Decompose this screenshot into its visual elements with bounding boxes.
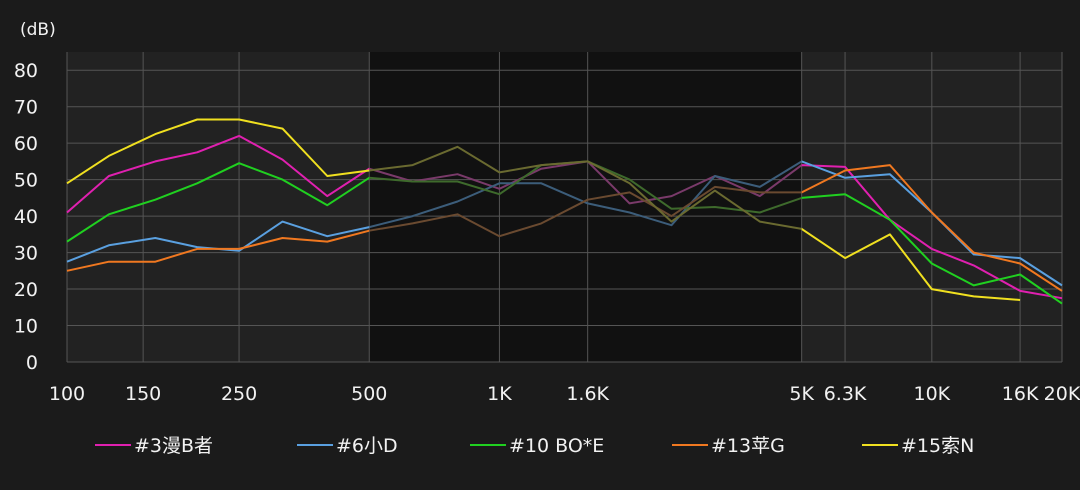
series-line-dimmed: [369, 160, 802, 229]
legend-label: #10 BO*E: [509, 435, 604, 457]
legend-item: #13苹G: [672, 435, 785, 457]
y-axis-tick-labels: 0 10 20 30 40 50 60 70 80: [14, 60, 38, 374]
x-tick-label: 6.3K: [824, 383, 867, 405]
x-tick-label: 1K: [487, 383, 512, 405]
series-5: [66, 118, 1021, 301]
series-line-dimmed: [369, 160, 802, 205]
grid-lines: [66, 52, 1063, 363]
x-tick-label: 20K: [1044, 383, 1080, 405]
x-tick-label: 250: [221, 383, 257, 405]
y-tick-label: 30: [14, 243, 38, 265]
legend-item: #6小D: [297, 435, 398, 457]
y-tick-label: 50: [14, 170, 38, 192]
legend-label: #3漫B者: [134, 435, 213, 457]
y-tick-label: 70: [14, 97, 38, 119]
legend-label: #15索N: [901, 435, 974, 457]
series-2: [66, 160, 1063, 287]
legend-label: #6小D: [336, 435, 398, 457]
legend-item: #15索N: [862, 435, 974, 457]
legend: #3漫B者 #6小D #10 BO*E #13苹G #15索N: [95, 435, 974, 457]
x-tick-label: 10K: [914, 383, 951, 405]
y-tick-label: 80: [14, 60, 38, 82]
x-tick-label: 500: [351, 383, 387, 405]
y-tick-label: 20: [14, 279, 38, 301]
x-tick-label: 1.6K: [566, 383, 609, 405]
plot-area: [67, 52, 1062, 362]
y-tick-label: 60: [14, 133, 38, 155]
y-tick-label: 10: [14, 316, 38, 338]
series-4: [66, 164, 1063, 292]
legend-item: #3漫B者: [95, 435, 213, 457]
y-tick-label: 0: [26, 352, 38, 374]
series-lines: [66, 118, 1063, 305]
x-tick-label: 5K: [789, 383, 814, 405]
dimmed-band: [369, 52, 802, 362]
series-line-dimmed: [369, 185, 802, 238]
y-tick-label: 40: [14, 206, 38, 228]
legend-item: #10 BO*E: [470, 435, 604, 457]
series-1: [66, 134, 1063, 300]
x-axis-tick-labels: 100 150 250 500 1K 1.6K 5K 6.3K 10K 16K 20K: [49, 383, 1080, 405]
x-tick-label: 100: [49, 383, 85, 405]
legend-label: #13苹G: [711, 435, 785, 457]
series-line-dimmed: [369, 145, 802, 231]
x-tick-label: 16K: [1002, 383, 1039, 405]
x-tick-label: 150: [125, 383, 161, 405]
y-axis-unit-label: (dB): [20, 20, 56, 40]
